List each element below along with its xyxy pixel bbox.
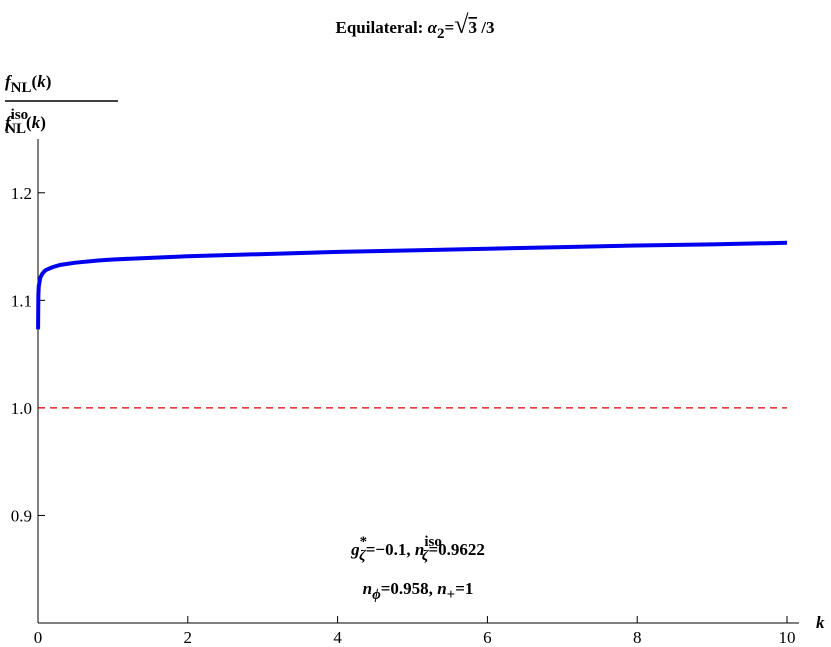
x-axis-label: k — [816, 613, 825, 632]
chart-title-part: /3 — [477, 18, 494, 37]
annotation-part: g — [350, 540, 360, 559]
annotation: g* ζ=−0.1, niso ζ=0.9622 — [350, 534, 485, 564]
annotation-part: ζ — [359, 548, 367, 564]
y-label-denominator: fiso NL(k) — [5, 107, 46, 137]
y-tick-label: 0.9 — [11, 506, 32, 525]
y-label-denominator-part: f — [5, 113, 13, 132]
y-label-numerator: fNL(k) — [5, 72, 51, 96]
y-label-numerator-part: ( — [32, 72, 38, 91]
y-tick-label: 1.1 — [11, 291, 32, 310]
annotation: nϕ=0.958, n+=1 — [363, 579, 474, 603]
chart-title-part: α — [428, 18, 438, 37]
annotation-part: =1 — [455, 579, 473, 598]
annotation-part: =0.958, — [381, 579, 437, 598]
chart-title-part: 3 — [468, 18, 477, 37]
chart-title-part: √ — [454, 10, 469, 39]
x-tick-label: 6 — [483, 628, 492, 647]
y-label-denominator-part: ) — [40, 113, 46, 132]
y-tick-label: 1.2 — [11, 184, 32, 203]
y-label-denominator-part: NL — [5, 121, 26, 137]
annotation-part: =−0.1, — [366, 540, 415, 559]
x-tick-label: 4 — [333, 628, 342, 647]
y-label-denominator-part: ( — [26, 113, 32, 132]
annotation-part: + — [447, 587, 456, 603]
x-tick-label: 10 — [779, 628, 796, 647]
x-tick-label: 0 — [34, 628, 43, 647]
x-tick-label: 2 — [184, 628, 193, 647]
x-tick-label: 8 — [633, 628, 642, 647]
y-tick-label: 1.0 — [11, 399, 32, 418]
annotation-part: ζ — [422, 548, 430, 564]
chart-title-part: 2 — [437, 26, 445, 42]
annotation-part: ϕ — [372, 587, 381, 603]
chart-title: Equilateral: α2=√3 /3 — [336, 10, 495, 42]
y-label-denominator-part: iso — [11, 107, 29, 123]
annotation-part: iso — [424, 534, 442, 550]
y-label-numerator-part: f — [5, 72, 13, 91]
annotation-part: =0.9622 — [428, 540, 484, 559]
data-line — [36, 240, 788, 330]
y-label-numerator-part: ) — [46, 72, 52, 91]
chart-title-part: Equilateral: — [336, 18, 428, 37]
chart-title-part: = — [445, 18, 455, 37]
annotation-part: * — [360, 534, 368, 550]
annotation-part: n — [415, 540, 424, 559]
y-label-numerator-part: k — [37, 72, 46, 91]
annotation-part: n — [363, 579, 372, 598]
y-label-denominator-part: k — [32, 113, 41, 132]
annotation-part: n — [437, 579, 446, 598]
y-label-numerator-part: NL — [11, 80, 32, 96]
